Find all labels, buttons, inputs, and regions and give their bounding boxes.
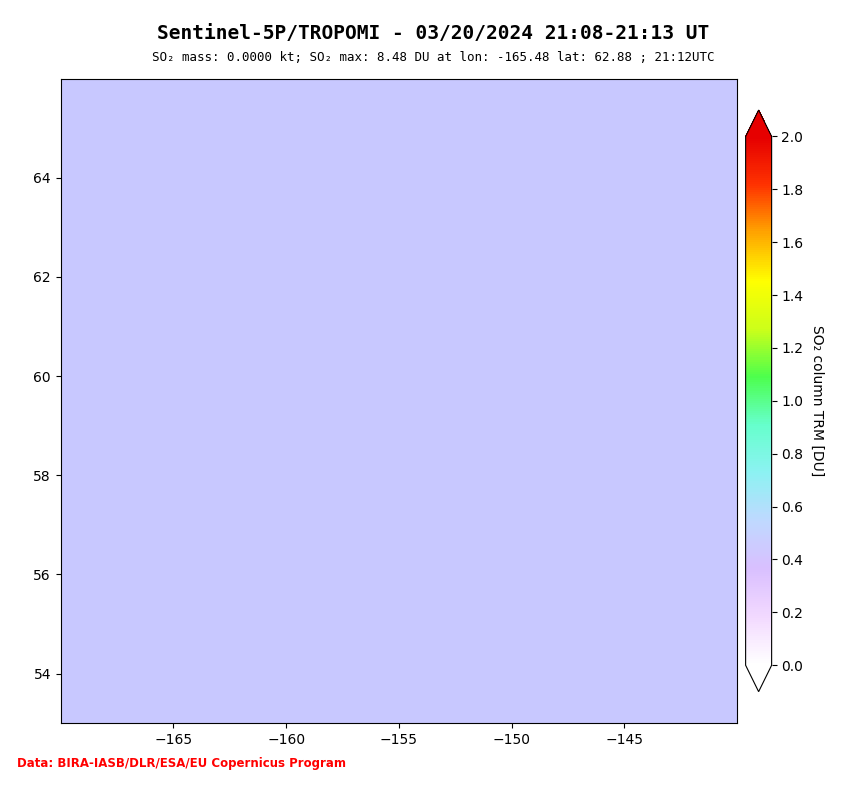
- Text: Data: BIRA-IASB/DLR/ESA/EU Copernicus Program: Data: BIRA-IASB/DLR/ESA/EU Copernicus Pr…: [17, 757, 346, 770]
- Text: SO₂ mass: 0.0000 kt; SO₂ max: 8.48 DU at lon: -165.48 lat: 62.88 ; 21:12UTC: SO₂ mass: 0.0000 kt; SO₂ max: 8.48 DU at…: [153, 51, 714, 64]
- PathPatch shape: [746, 110, 772, 137]
- Y-axis label: SO₂ column TRM [DU]: SO₂ column TRM [DU]: [811, 325, 825, 476]
- PathPatch shape: [746, 665, 772, 692]
- Text: Sentinel-5P/TROPOMI - 03/20/2024 21:08-21:13 UT: Sentinel-5P/TROPOMI - 03/20/2024 21:08-2…: [158, 24, 709, 42]
